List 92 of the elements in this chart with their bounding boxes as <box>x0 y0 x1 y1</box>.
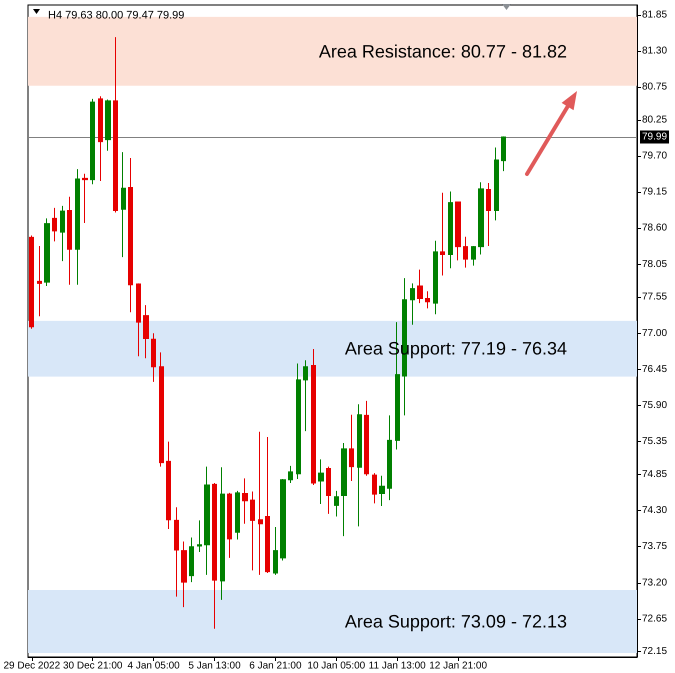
candlestick <box>242 478 248 524</box>
x-tick-label: 10 Jan 05:00 <box>307 660 366 672</box>
band-label: Area Support: 73.09 - 72.13 <box>344 612 567 632</box>
candlestick <box>181 540 187 608</box>
candlestick <box>334 490 339 517</box>
candlestick <box>433 240 438 315</box>
candlestick <box>455 201 461 261</box>
y-tick-label: 75.35 <box>642 436 668 448</box>
y-tick-label: 79.15 <box>642 186 668 198</box>
ref-line-label: 79.99 <box>642 131 668 142</box>
candlestick <box>280 478 286 561</box>
candlestick <box>82 173 88 224</box>
y-tick-label: 79.70 <box>642 150 668 162</box>
candlestick <box>220 466 225 600</box>
y-tick-label: 75.90 <box>642 400 668 412</box>
y-tick-label: 73.75 <box>642 541 668 552</box>
candlestick <box>258 431 263 576</box>
y-tick-label: 72.65 <box>642 613 668 624</box>
x-tick-label: 6 Jan 21:00 <box>249 660 302 672</box>
candlestick <box>128 157 133 313</box>
candlestick <box>349 414 354 482</box>
candlestick <box>189 537 194 583</box>
candlestick <box>478 182 484 256</box>
candlestick <box>98 96 103 182</box>
candlestick <box>121 152 126 258</box>
candlestick <box>379 475 385 506</box>
x-tick-label: 29 Dec 2022 <box>3 660 61 672</box>
candlestick <box>417 269 423 304</box>
candlestick <box>113 36 118 213</box>
x-tick-label: 4 Jan 05:00 <box>127 660 180 672</box>
y-tick-label: 74.85 <box>642 468 668 480</box>
candlestick <box>494 146 499 221</box>
y-tick-label: 78.05 <box>642 258 668 270</box>
candlestick <box>166 441 171 530</box>
candlestick <box>341 442 347 537</box>
candlestick <box>212 482 217 630</box>
x-tick-label: 11 Jan 13:00 <box>368 660 426 672</box>
y-tick-label: 73.20 <box>642 577 668 588</box>
candlestick <box>425 290 430 309</box>
chart-title: H4 79.63 80.00 79.47 79.99 <box>48 10 184 22</box>
candlestick <box>303 360 308 432</box>
candlestick <box>357 404 362 527</box>
candlestick <box>105 99 111 152</box>
candlestick <box>174 506 179 598</box>
candlestick <box>448 190 453 269</box>
candlestick <box>60 205 65 262</box>
candlestick <box>265 436 270 574</box>
candlestick <box>410 282 415 326</box>
candlestick <box>37 245 42 317</box>
candlestick <box>67 196 72 286</box>
candlestick <box>159 352 164 468</box>
candlestick <box>29 234 34 330</box>
candlestick <box>44 218 50 287</box>
band-label: Area Resistance: 80.77 - 81.82 <box>318 41 567 62</box>
y-tick-label: 76.45 <box>642 364 668 375</box>
candlestick <box>501 136 506 172</box>
candlestick <box>143 304 149 359</box>
candlestick <box>235 490 240 540</box>
candlestick <box>90 98 95 185</box>
y-tick-label: 77.55 <box>642 292 668 303</box>
candlestick <box>318 458 324 505</box>
candlestick <box>364 400 369 476</box>
y-tick-label: 80.25 <box>642 114 668 126</box>
x-tick-label: 5 Jan 13:00 <box>188 660 242 672</box>
candlestick <box>387 414 392 501</box>
candlestick <box>250 491 255 571</box>
candlestick <box>463 236 468 268</box>
candlestick <box>372 472 377 504</box>
candlestick <box>471 245 476 266</box>
candlestick <box>486 182 491 246</box>
candlestick <box>75 168 80 286</box>
candlestick <box>227 492 232 558</box>
y-tick-label: 78.60 <box>642 222 668 234</box>
candlestick <box>151 332 156 382</box>
candlestick <box>136 282 141 357</box>
candlestick <box>440 192 445 276</box>
y-tick-label: 74.30 <box>642 505 668 516</box>
y-tick-label: 77.00 <box>642 328 668 339</box>
y-tick-label: 81.30 <box>642 45 668 56</box>
y-tick-label: 72.15 <box>642 646 668 658</box>
x-tick-label: 12 Jan 21:00 <box>429 660 488 672</box>
candlestick <box>52 207 57 242</box>
y-tick-label: 81.85 <box>642 9 668 20</box>
candlestick <box>288 465 293 484</box>
candlestick <box>296 363 301 480</box>
candlestick <box>311 348 316 486</box>
candlestick <box>326 466 331 514</box>
candlestick <box>197 520 202 552</box>
candlestick <box>204 466 210 576</box>
y-tick-label: 80.75 <box>642 82 668 93</box>
x-tick-label: 30 Dec 21:00 <box>62 660 123 672</box>
candlestick <box>273 526 278 576</box>
